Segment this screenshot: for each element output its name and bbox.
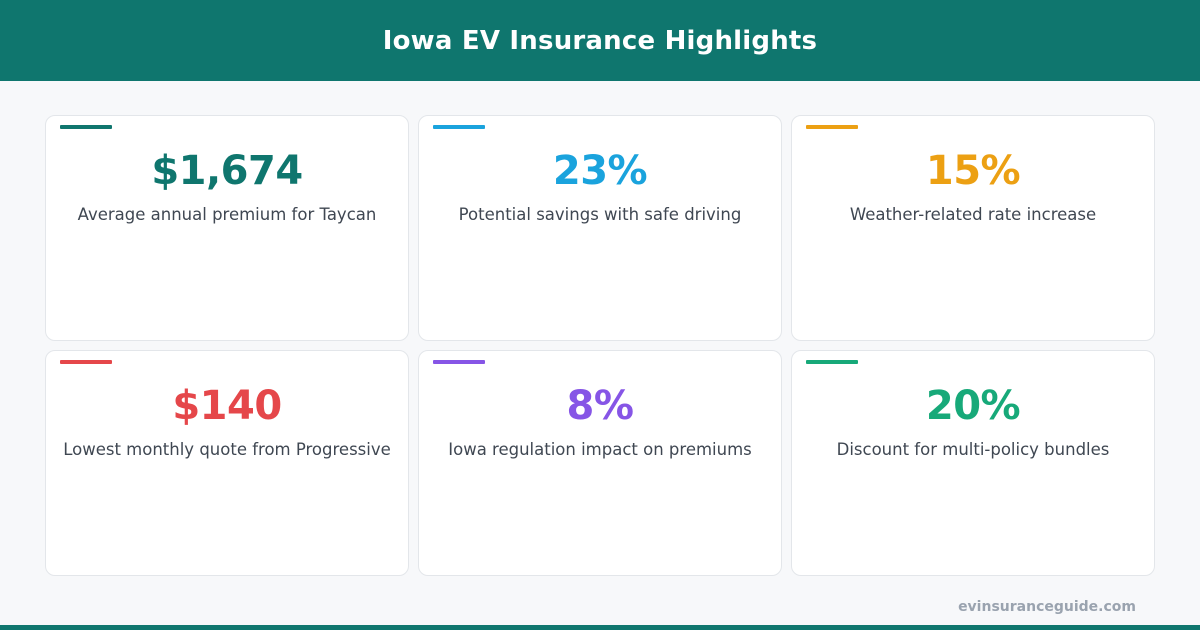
stat-card-bundle-discount: 20% Discount for multi-policy bundles bbox=[791, 350, 1155, 576]
stat-card-lowest-monthly-quote: $140 Lowest monthly quote from Progressi… bbox=[45, 350, 409, 576]
stat-card-safe-driving-savings: 23% Potential savings with safe driving bbox=[418, 115, 782, 341]
stat-value: $140 bbox=[172, 383, 282, 429]
stat-value: 20% bbox=[925, 383, 1021, 429]
card-accent-bar bbox=[60, 360, 112, 364]
card-accent-bar bbox=[60, 125, 112, 129]
stat-card-weather-increase: 15% Weather-related rate increase bbox=[791, 115, 1155, 341]
stat-label: Lowest monthly quote from Progressive bbox=[63, 440, 391, 459]
card-accent-bar bbox=[433, 125, 485, 129]
card-accent-bar bbox=[433, 360, 485, 364]
stat-value: $1,674 bbox=[151, 148, 303, 194]
card-accent-bar bbox=[806, 125, 858, 129]
stat-value: 8% bbox=[566, 383, 634, 429]
stat-label: Discount for multi-policy bundles bbox=[836, 440, 1110, 459]
bottom-accent-bar bbox=[0, 625, 1200, 630]
stat-card-regulation-impact: 8% Iowa regulation impact on premiums bbox=[418, 350, 782, 576]
stat-label: Potential savings with safe driving bbox=[458, 205, 742, 224]
card-accent-bar bbox=[806, 360, 858, 364]
stats-grid: $1,674 Average annual premium for Taycan… bbox=[45, 115, 1155, 576]
stat-card-annual-premium: $1,674 Average annual premium for Taycan bbox=[45, 115, 409, 341]
stat-label: Average annual premium for Taycan bbox=[77, 205, 377, 224]
stat-value: 15% bbox=[925, 148, 1021, 194]
page-title: Iowa EV Insurance Highlights bbox=[382, 25, 818, 56]
stat-value: 23% bbox=[552, 148, 648, 194]
header-banner: Iowa EV Insurance Highlights bbox=[0, 0, 1200, 81]
site-link[interactable]: evinsuranceguide.com bbox=[958, 599, 1136, 615]
stat-label: Weather-related rate increase bbox=[849, 205, 1097, 224]
stat-label: Iowa regulation impact on premiums bbox=[448, 440, 752, 459]
